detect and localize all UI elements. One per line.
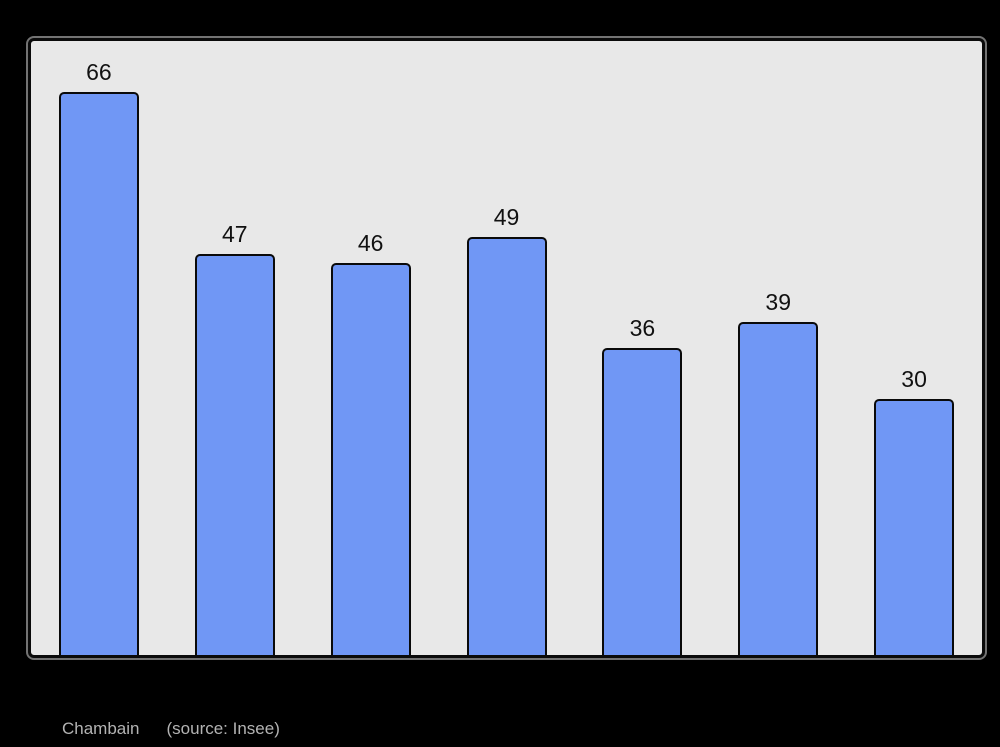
bar: 49 — [466, 204, 547, 655]
bar: 47 — [194, 221, 275, 655]
bar-value-label: 36 — [629, 315, 656, 341]
bar: 39 — [738, 289, 819, 655]
bar: 66 — [58, 59, 139, 655]
bar: 36 — [602, 315, 683, 655]
bar-chart: 66 47 46 49 36 39 30 — [31, 41, 982, 655]
chart-caption: Chambain (source: Insee) — [62, 718, 280, 740]
bar-group: 39 — [710, 41, 846, 655]
bar-group: 66 — [31, 41, 167, 655]
bar-value-label: 46 — [357, 229, 384, 256]
bar-value-label: 66 — [86, 59, 112, 86]
bar: 46 — [330, 230, 411, 655]
bar-group: 36 — [574, 41, 710, 655]
bar-value-label: 47 — [221, 221, 248, 248]
plot-area: 66 47 46 49 36 39 30 — [28, 38, 985, 658]
bar-group: 47 — [167, 41, 303, 655]
bar-group: 30 — [846, 41, 982, 655]
bar-group: 46 — [303, 41, 439, 655]
bar-group: 49 — [439, 41, 575, 655]
caption-source-label: (source: Insee) — [166, 719, 280, 738]
bar-value-label: 49 — [493, 204, 520, 231]
bar: 30 — [874, 366, 955, 655]
caption-commune-label: Chambain — [62, 719, 140, 738]
bar-value-label: 30 — [901, 366, 927, 393]
bar-value-label: 39 — [765, 289, 792, 316]
